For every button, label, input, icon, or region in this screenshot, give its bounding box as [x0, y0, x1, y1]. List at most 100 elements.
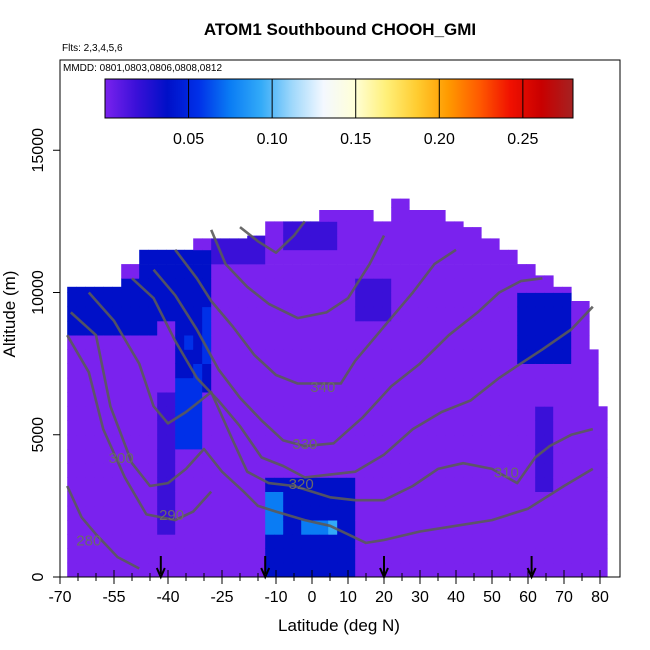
heatmap-cell: [130, 562, 140, 578]
heatmap-cell: [148, 420, 158, 436]
heatmap-cell: [229, 505, 239, 521]
dates-label: MMDD: 0801,0803,0806,0808,0812: [63, 63, 222, 74]
heatmap-cell: [247, 562, 257, 578]
x-axis-label: Latitude (deg N): [278, 616, 400, 635]
heatmap-cell: [310, 292, 320, 308]
heatmap-cell: [364, 264, 374, 279]
heatmap-cell: [103, 320, 113, 336]
heatmap-cell: [544, 520, 554, 535]
heatmap-cell: [112, 505, 122, 521]
heatmap-cell: [508, 320, 518, 336]
heatmap-cell: [184, 548, 194, 564]
heatmap-cell: [220, 548, 230, 564]
heatmap-cell: [220, 534, 230, 549]
heatmap-cell: [211, 363, 221, 379]
heatmap-cell: [328, 377, 338, 393]
heatmap-cell: [562, 335, 572, 350]
heatmap-cell: [202, 349, 212, 364]
heatmap-cell: [139, 520, 149, 535]
heatmap-cell: [328, 349, 338, 364]
heatmap-cell: [265, 249, 275, 265]
heatmap-cell: [517, 420, 527, 436]
heatmap-cell: [400, 534, 410, 549]
heatmap-cell: [220, 292, 230, 308]
heatmap-cell: [103, 349, 113, 364]
heatmap-cell: [211, 264, 221, 279]
heatmap-cell: [67, 505, 77, 521]
heatmap-cell: [373, 477, 383, 492]
heatmap-cell: [67, 420, 77, 436]
heatmap-cell: [355, 534, 365, 549]
heatmap-cell: [301, 221, 311, 236]
heatmap-cell: [211, 562, 221, 578]
heatmap-cell: [193, 420, 203, 436]
heatmap-cell: [436, 249, 446, 265]
heatmap-cell: [67, 292, 77, 308]
heatmap-cell: [571, 505, 581, 521]
heatmap-cell: [175, 534, 185, 549]
heatmap-cell: [391, 292, 401, 308]
heatmap-cell: [337, 449, 347, 464]
heatmap-cell: [571, 377, 581, 393]
heatmap-cell: [202, 264, 212, 279]
x-tick-label: 70: [555, 589, 573, 606]
heatmap-cell: [256, 477, 266, 492]
heatmap-cell: [364, 434, 374, 450]
heatmap-cell: [67, 520, 77, 535]
heatmap-cell: [175, 505, 185, 521]
heatmap-cell: [328, 249, 338, 265]
heatmap-cell: [598, 491, 608, 507]
heatmap-cell: [85, 463, 95, 478]
heatmap-cell: [247, 477, 257, 492]
heatmap-cell: [337, 278, 347, 293]
heatmap-cell: [211, 406, 221, 421]
heatmap-cell: [319, 505, 329, 521]
heatmap-cell: [553, 463, 563, 478]
heatmap-cell: [175, 434, 185, 450]
heatmap-cell: [157, 392, 167, 407]
heatmap-cell: [364, 221, 374, 236]
heatmap-cell: [85, 286, 95, 293]
heatmap-cell: [112, 349, 122, 364]
heatmap-cell: [130, 278, 140, 293]
heatmap-cell: [256, 491, 266, 507]
heatmap-cell: [130, 392, 140, 407]
heatmap-cell: [319, 249, 329, 265]
heatmap-cell: [283, 292, 293, 308]
heatmap-cell: [580, 363, 590, 379]
heatmap-cell: [184, 363, 194, 379]
heatmap-cell: [580, 320, 590, 336]
heatmap-cell: [427, 235, 437, 251]
heatmap-cell: [526, 377, 536, 393]
heatmap-cell: [535, 406, 545, 421]
heatmap-cell: [175, 335, 185, 350]
heatmap-cell: [175, 306, 185, 322]
heatmap-cell: [490, 491, 500, 507]
heatmap-cell: [553, 449, 563, 464]
heatmap-cell: [427, 392, 437, 407]
heatmap-cell: [139, 505, 149, 521]
heatmap-cell: [337, 420, 347, 436]
heatmap-cell: [157, 377, 167, 393]
heatmap-cell: [238, 562, 248, 578]
heatmap-cell: [94, 306, 104, 322]
heatmap-cell: [94, 377, 104, 393]
heatmap-cell: [319, 406, 329, 421]
heatmap-cell: [130, 406, 140, 421]
heatmap-cell: [409, 449, 419, 464]
heatmap-cell: [166, 292, 176, 308]
heatmap-cell: [544, 463, 554, 478]
heatmap-cell: [454, 562, 464, 578]
heatmap-cell: [400, 548, 410, 564]
heatmap-cell: [553, 392, 563, 407]
heatmap-cell: [301, 235, 311, 251]
heatmap-cell: [508, 562, 518, 578]
heatmap-cell: [526, 278, 536, 293]
heatmap-cell: [202, 491, 212, 507]
heatmap-cell: [292, 320, 302, 336]
heatmap-cell: [139, 264, 149, 279]
heatmap-cell: [526, 463, 536, 478]
heatmap-cell: [328, 306, 338, 322]
heatmap-cell: [373, 434, 383, 450]
heatmap-cell: [139, 363, 149, 379]
